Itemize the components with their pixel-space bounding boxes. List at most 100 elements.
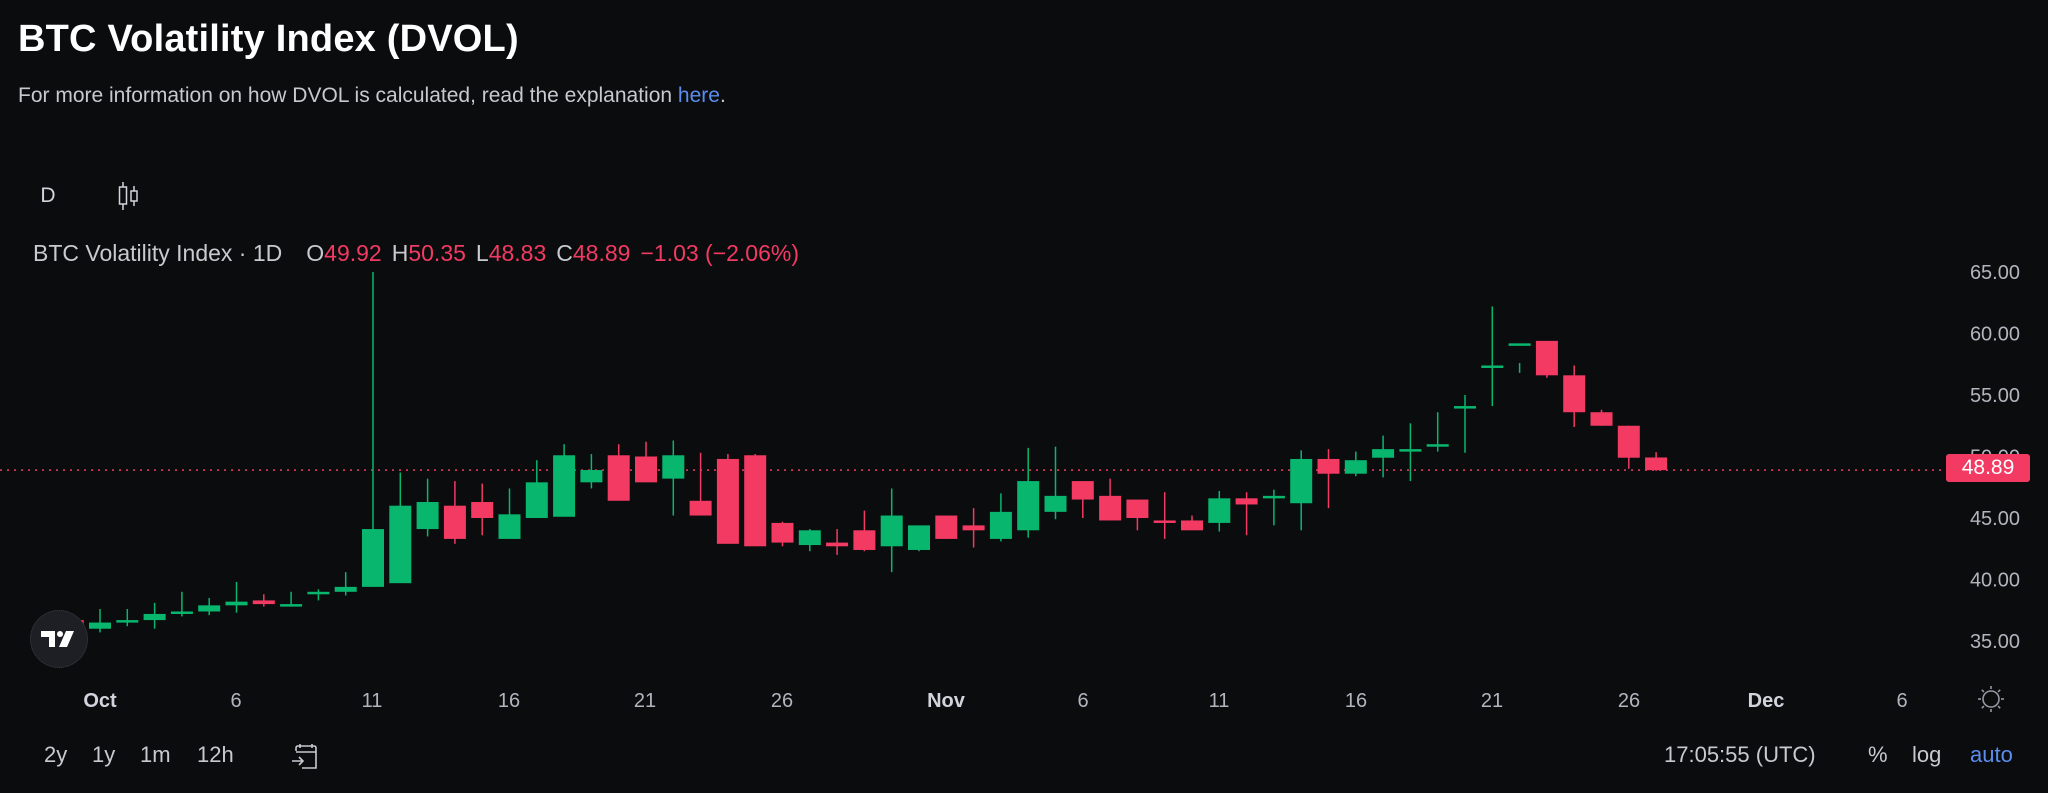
candle	[1071, 481, 1094, 518]
price-tick-label: 65.00	[1970, 262, 2020, 284]
candle	[307, 589, 330, 601]
auto-scale-toggle[interactable]: auto	[1970, 742, 2013, 767]
tradingview-logo[interactable]	[30, 610, 88, 668]
time-tick-label: 6	[230, 690, 241, 712]
utc-clock: 17:05:55 (UTC)	[1664, 742, 1816, 767]
time-tick-label: Dec	[1748, 690, 1785, 712]
candle	[89, 609, 111, 633]
time-tick-label: 6	[1896, 690, 1907, 712]
candle	[853, 510, 876, 552]
explanation-link[interactable]: here	[677, 84, 720, 107]
candle	[116, 609, 139, 627]
candle	[1426, 412, 1449, 452]
time-tick-label: 6	[1077, 690, 1088, 712]
candle	[1508, 343, 1531, 373]
candle	[744, 454, 767, 547]
legend-change: −1.03 (−2.06%)	[640, 240, 800, 266]
candle	[771, 521, 794, 547]
range-2y-button[interactable]: 2y	[44, 742, 68, 767]
candle	[198, 597, 221, 616]
candles	[61, 272, 1668, 633]
time-tick-label: 26	[1618, 690, 1640, 712]
legend-close-value: 48.89	[572, 240, 631, 266]
ohlc-legend: BTC Volatility Index · 1D O 49.92 H 50.35 …	[33, 240, 799, 267]
candle	[607, 444, 630, 501]
time-tick-label: 21	[634, 690, 656, 712]
candle	[1181, 515, 1203, 531]
candle	[1617, 425, 1640, 469]
candle	[689, 452, 712, 516]
candle	[1645, 452, 1668, 471]
candle	[1372, 435, 1395, 478]
percent-scale-toggle[interactable]: %	[1868, 742, 1888, 767]
candle	[1044, 446, 1067, 520]
candle	[389, 472, 412, 584]
price-tick-label: 40.00	[1970, 570, 2020, 592]
candle	[1153, 492, 1176, 539]
legend-symbol: BTC Volatility Index · 1D	[33, 240, 283, 266]
candle	[908, 525, 930, 552]
candle	[1017, 447, 1040, 538]
candle	[662, 440, 685, 516]
candle	[1454, 395, 1476, 453]
candle	[798, 529, 821, 552]
candle	[1535, 340, 1558, 378]
price-tick-label: 55.00	[1970, 385, 2020, 407]
legend-high-label: H	[391, 240, 409, 266]
legend-low-value: 48.83	[488, 240, 547, 266]
goto-date-button[interactable]	[290, 743, 320, 771]
candle	[1235, 492, 1258, 536]
legend-open-label: O	[306, 240, 325, 266]
candle	[1344, 451, 1367, 477]
candle	[580, 454, 603, 489]
candle	[1563, 365, 1586, 427]
page-subtitle: For more information on how DVOL is calc…	[18, 84, 726, 108]
subtitle-suffix: .	[719, 84, 726, 107]
candle	[1399, 423, 1422, 482]
chart-type-button[interactable]	[110, 176, 146, 216]
price-tick-label: 60.00	[1970, 324, 2020, 346]
candle	[880, 488, 903, 573]
candle	[1317, 449, 1340, 509]
range-1y-button[interactable]: 1y	[92, 742, 116, 767]
gear-icon[interactable]	[1978, 686, 2004, 712]
candle	[1481, 306, 1504, 407]
candle	[471, 483, 494, 536]
legend-open-value: 49.92	[324, 240, 382, 266]
candle	[635, 441, 657, 483]
candle	[143, 602, 166, 629]
candle	[334, 572, 357, 596]
time-tick-label: 21	[1481, 690, 1503, 712]
tradingview-logo-icon	[41, 631, 74, 647]
calendar-goto-icon	[292, 744, 317, 769]
time-tick-label: Nov	[927, 690, 966, 712]
legend-low-label: L	[475, 240, 489, 266]
candle	[498, 488, 521, 539]
candle	[935, 515, 958, 539]
time-tick-label: 11	[362, 690, 383, 712]
candle	[826, 529, 849, 555]
interval-button[interactable]: D	[40, 184, 56, 207]
range-12h-button[interactable]: 12h	[197, 742, 234, 767]
candle	[525, 460, 548, 518]
candle	[225, 581, 248, 613]
log-scale-toggle[interactable]: log	[1912, 742, 1942, 767]
time-tick-label: 16	[498, 690, 520, 712]
candle	[170, 591, 193, 617]
candle	[716, 454, 739, 544]
candle	[553, 444, 576, 517]
candle	[962, 508, 985, 548]
legend-high-value: 50.35	[408, 240, 466, 266]
range-1m-button[interactable]: 1m	[140, 742, 171, 767]
price-tick-label: 45.00	[1970, 508, 2020, 530]
candle	[280, 591, 303, 607]
time-axis[interactable]: Oct 6 11 16 21 26 Nov 6 11 16 21 26 Dec 6	[83, 686, 2004, 712]
candle	[989, 493, 1012, 542]
candle	[1262, 489, 1285, 526]
candle	[443, 481, 466, 544]
page-title: BTC Volatility Index (DVOL)	[18, 18, 519, 60]
candle	[416, 478, 439, 537]
candle	[1208, 490, 1231, 532]
